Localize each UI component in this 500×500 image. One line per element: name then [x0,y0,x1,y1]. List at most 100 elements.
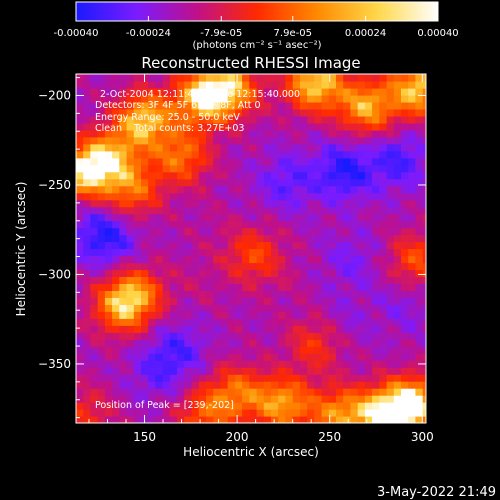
heatmap-cell [386,220,395,229]
heatmap-cell [191,311,200,319]
heatmap-cell [263,115,272,124]
heatmap-cell [422,311,426,319]
heatmap-cell [357,136,366,145]
heatmap-cell [191,101,200,110]
heatmap-cell [198,122,207,131]
heatmap-cell [126,290,135,298]
heatmap-cell [133,101,142,110]
heatmap-cell [220,325,229,333]
heatmap-cell [292,402,301,410]
heatmap-cell [249,276,258,284]
heatmap-cell [249,416,258,423]
heatmap-cell [321,122,330,131]
heatmap-cell [314,150,323,159]
heatmap-cell [206,409,214,417]
heatmap-cell [285,122,294,131]
heatmap-cell [343,94,351,103]
heatmap-cell [386,136,395,145]
heatmap-cell [299,402,308,410]
heatmap-cell [263,136,272,145]
heatmap-cell [263,381,272,389]
heatmap-cell [220,143,229,152]
heatmap-cell [155,416,164,423]
heatmap-cell [126,416,135,423]
y-tick-label: −250 [38,178,71,192]
heatmap-cell [177,409,185,417]
heatmap-cell [321,157,330,166]
heatmap-cell [285,192,294,201]
heatmap-cell [83,199,91,208]
heatmap-cell [343,185,351,194]
heatmap-cell [162,409,171,417]
heatmap-cell [307,248,315,257]
heatmap-cell [292,297,301,305]
heatmap-cell [155,304,164,312]
heatmap-cell [119,255,128,264]
heatmap-cell [206,122,214,131]
heatmap-cell [401,367,409,375]
heatmap-cell [307,388,315,396]
heatmap-cell [112,283,120,291]
heatmap-cell [227,409,236,417]
heatmap-cell [328,367,337,375]
heatmap-cell [155,395,164,403]
heatmap-cell [133,234,142,243]
heatmap-cell [112,199,120,208]
heatmap-cell [263,81,272,89]
heatmap-cell [83,206,91,215]
heatmap-cell [83,304,91,312]
heatmap-cell [76,388,84,396]
heatmap-cell [328,416,337,423]
heatmap-cell [263,88,272,96]
heatmap-cell [386,346,395,354]
heatmap-cell [350,248,359,257]
heatmap-cell [242,74,250,82]
heatmap-cell [357,150,366,159]
heatmap-cell [299,297,308,305]
heatmap-cell [379,220,388,229]
heatmap-cell [177,122,185,131]
heatmap-cell [213,255,221,264]
heatmap-cell [256,88,265,96]
heatmap-cell [408,136,416,145]
heatmap-cell [155,276,164,284]
heatmap-cell [249,157,258,166]
heatmap-cell [213,122,221,131]
heatmap-cell [379,192,388,201]
heatmap-cell [321,290,330,298]
heatmap-cell [177,178,185,187]
heatmap-cell [321,150,330,159]
heatmap-cell [292,88,301,96]
heatmap-cell [299,227,308,236]
heatmap-cell [357,416,366,423]
heatmap-cell [422,374,426,382]
heatmap-cell [177,213,185,222]
heatmap-cell [184,332,193,340]
heatmap-cell [379,164,388,173]
heatmap-cell [119,276,128,284]
heatmap-cell [234,157,243,166]
heatmap-cell [307,199,315,208]
heatmap-cell [422,213,426,222]
heatmap-cell [177,171,185,180]
heatmap-cell [234,416,243,423]
y-axis-label: Heliocentric Y (arcsec) [14,182,28,317]
heatmap-cell [155,339,164,347]
heatmap-cell [148,255,156,264]
heatmap-cell [336,346,344,354]
heatmap-cell [357,143,366,152]
heatmap-cell [148,332,156,340]
heatmap-cell [307,367,315,375]
heatmap-cell [155,150,164,159]
heatmap-cell [336,241,344,250]
heatmap-cell [148,297,156,305]
heatmap-cell [256,171,265,180]
heatmap-cell [386,283,395,291]
heatmap-cell [314,101,323,110]
heatmap-cell [422,150,426,159]
heatmap-cell [141,374,149,382]
heatmap-cell [191,143,200,152]
heatmap-cell [155,122,164,131]
heatmap-cell [307,395,315,403]
heatmap-cell [162,150,171,159]
